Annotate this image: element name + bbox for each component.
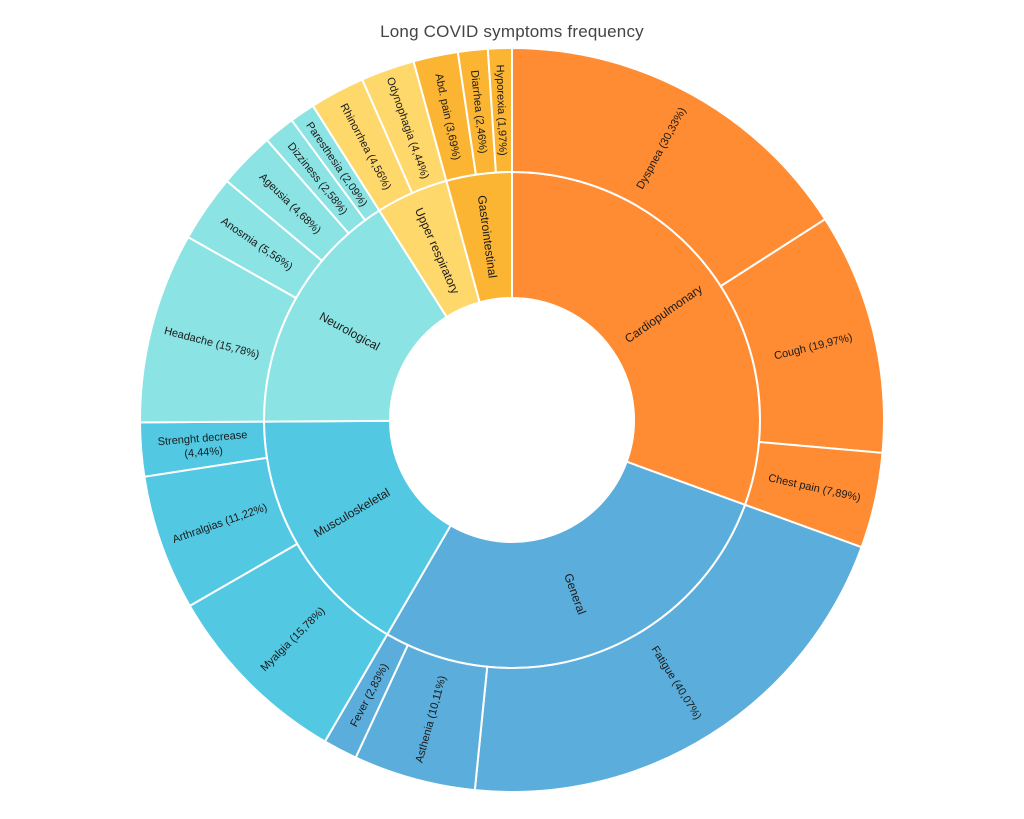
inner-ring xyxy=(262,170,761,669)
outer-segment-hyporexia-1-97 xyxy=(486,46,513,174)
outer-segment-fatigue-40-07 xyxy=(473,503,863,793)
center-hole xyxy=(390,298,634,542)
chart-title: Long COVID symptoms frequency xyxy=(380,22,644,41)
outer-label-hyporexia-1-97: Hyporexia (1,97%) xyxy=(493,64,508,155)
outer-segment-dyspnea-30-33 xyxy=(511,46,827,288)
outer-ring xyxy=(139,46,885,793)
